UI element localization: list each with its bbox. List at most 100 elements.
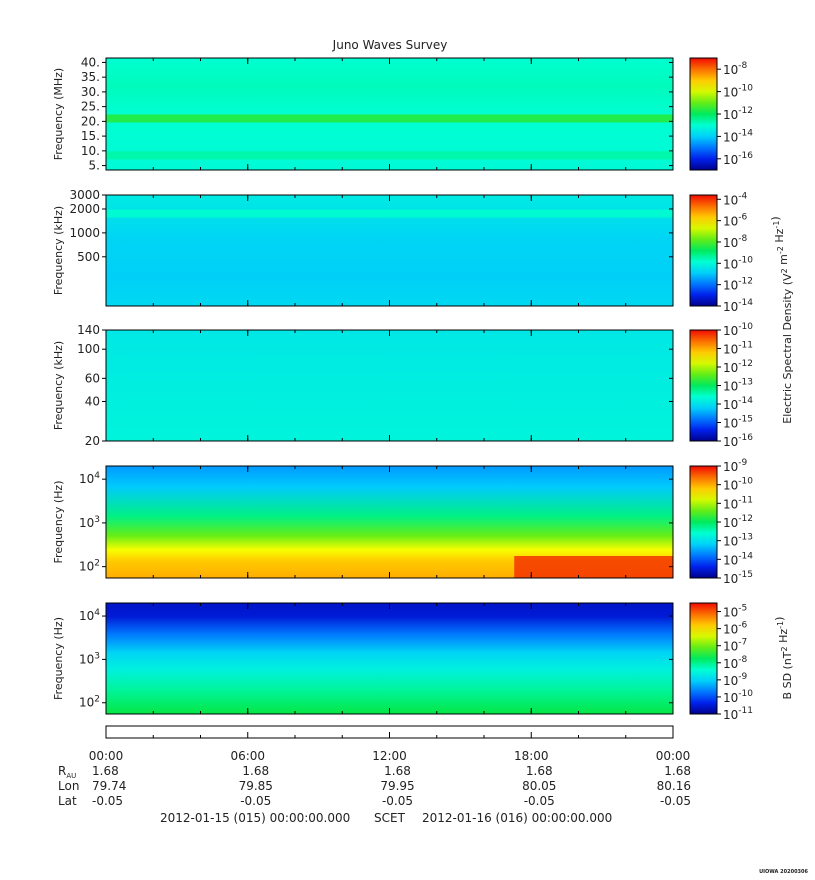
emission-band [106, 151, 673, 160]
colorbar-tick-label: 10-7 [723, 638, 747, 654]
bsd-label: B SD (nT2 Hz-1) [773, 617, 794, 700]
ephemeris-value: -0.05 [524, 794, 555, 808]
colorbar-tick-label: 10-14 [723, 128, 753, 144]
colorbar-1: 10-8 10-10 10-12 10-14 10-16 [689, 57, 753, 171]
y-tick-label: 102 [79, 559, 100, 574]
time-tick-label: 06:00 [230, 749, 265, 763]
colorbar-tick-label: 10-12 [723, 514, 753, 530]
y-tick-label: 3000 [69, 188, 100, 202]
y-tick-label: 35. [81, 70, 100, 84]
colorbar-tick-label: 10-11 [723, 706, 753, 722]
y-tick-label: 2000 [69, 202, 100, 216]
colorbar-tick-label: 10-9 [723, 458, 748, 474]
colorbar-tick-label: 10-10 [723, 255, 753, 271]
colorbar-tick-label: 10-12 [723, 359, 753, 375]
y-tick-label: 104 [79, 608, 100, 623]
y-axis-label: Frequency (MHz) [52, 68, 65, 160]
time-tick-label: 00:00 [89, 749, 124, 763]
y-tick-label: 40 [85, 394, 100, 408]
colorbar-tick-label: 10-8 [723, 61, 748, 77]
colorbar-tick-label: 10-15 [723, 570, 753, 586]
y-tick-label: 102 [79, 695, 100, 710]
y-tick-label: 500 [77, 250, 100, 264]
colorbar-tick-label: 10-16 [723, 433, 753, 449]
time-tick-label: 12:00 [372, 749, 407, 763]
ephemeris-value: 1.68 [664, 764, 691, 778]
footer-end-time: 2012-01-16 (016) 00:00:00.000 [422, 811, 612, 825]
colorbar-tick-label: 10-14 [723, 551, 753, 567]
ephemeris-row-label: Lon [58, 779, 79, 793]
colorbar-tick-label: 10-10 [723, 322, 753, 338]
spectrogram-panel-1: 40.35.30.25.20.15.10.5. Frequency (MHz) 10… [52, 55, 753, 172]
colorbar-tick-label: 10-12 [723, 277, 753, 293]
y-tick-label: 103 [79, 515, 100, 530]
colorbar-tick-label: 10-8 [723, 655, 748, 671]
y-tick-label: 103 [79, 651, 100, 666]
y-tick-label: 20. [81, 114, 100, 128]
y-tick-label: 15. [81, 129, 100, 143]
electric-density-label: Electric Spectral Density (V2 m-2 Hz-1) [769, 216, 794, 423]
ephemeris-value: 79.95 [380, 779, 414, 793]
colorbar-3: 10-10 10-11 10-12 10-13 10-14 10-15 10-16 [689, 322, 753, 449]
colorbar-tick-label: 10-11 [723, 495, 753, 511]
emission-band [106, 209, 673, 218]
emission-band [106, 114, 673, 123]
colorbar-tick-label: 10-15 [723, 415, 753, 431]
y-tick-label: 1000 [69, 226, 100, 240]
time-tick-label: 00:00 [656, 749, 691, 763]
colorbar-tick-label: 10-16 [723, 151, 753, 167]
intense-emission [514, 556, 673, 578]
y-axis-label: Frequency (kHz) [52, 341, 65, 430]
y-tick-label: 104 [79, 471, 100, 486]
spectrogram-image [106, 330, 673, 441]
ephemeris-value: -0.05 [92, 794, 123, 808]
colorbar-labels: Electric Spectral Density (V2 m-2 Hz-1) B… [769, 216, 794, 699]
colorbar-tick-label: 10-13 [723, 533, 753, 549]
colorbar-tick-label: 10-4 [723, 191, 748, 207]
ephemeris-value: -0.05 [382, 794, 413, 808]
y-tick-label: 5. [89, 159, 100, 173]
ephemeris-value: 1.68 [242, 764, 269, 778]
ephemeris-value: 79.74 [92, 779, 126, 793]
colorbar-tick-label: 10-8 [723, 234, 748, 250]
y-tick-label: 40. [81, 55, 100, 69]
ephemeris-value: 79.85 [239, 779, 273, 793]
colorbar-tick-label: 10-14 [723, 298, 753, 314]
y-tick-label: 30. [81, 85, 100, 99]
footer-start-time: 2012-01-15 (015) 00:00:00.000 [160, 811, 350, 825]
colorbar-tick-label: 10-14 [723, 396, 753, 412]
ephemeris-row-label: RAU [58, 764, 76, 780]
y-tick-label: 140 [77, 323, 100, 337]
footer-stamp: UIOWA 20200306 [759, 869, 808, 875]
ephemeris-value: -0.05 [240, 794, 271, 808]
colorbar-tick-label: 10-10 [723, 477, 753, 493]
chart-title: Juno Waves Survey [332, 38, 448, 52]
ephemeris-value: 1.68 [526, 764, 553, 778]
y-tick-label: 25. [81, 100, 100, 114]
footer-scet: SCET [374, 811, 406, 825]
y-tick-label: 20 [85, 434, 100, 448]
colorbar-tick-label: 10-5 [723, 604, 747, 620]
colorbar-tick-label: 10-9 [723, 672, 748, 688]
ephemeris-value: 1.68 [384, 764, 411, 778]
colorbar-4: 10-9 10-10 10-11 10-12 10-13 10-14 10-15 [689, 458, 753, 586]
colorbar-tick-label: 10-11 [723, 341, 753, 357]
ephemeris-value: -0.05 [660, 794, 691, 808]
colorbar-tick-label: 10-6 [723, 621, 748, 637]
y-axis-label: Frequency (Hz) [52, 617, 65, 700]
colorbar-2: 10-4 10-6 10-8 10-10 10-12 10-14 [689, 191, 753, 314]
y-axis-label: Frequency (kHz) [52, 206, 65, 295]
y-tick-label: 60 [85, 371, 100, 385]
y-axis-label: Frequency (Hz) [52, 481, 65, 564]
y-tick-label: 100 [77, 342, 100, 356]
colorbar-tick-label: 10-10 [723, 84, 753, 100]
footer: 2012-01-15 (015) 00:00:00.000 SCET 2012-… [160, 811, 809, 875]
colorbar-tick-label: 10-13 [723, 378, 753, 394]
time-tick-label: 18:00 [514, 749, 549, 763]
